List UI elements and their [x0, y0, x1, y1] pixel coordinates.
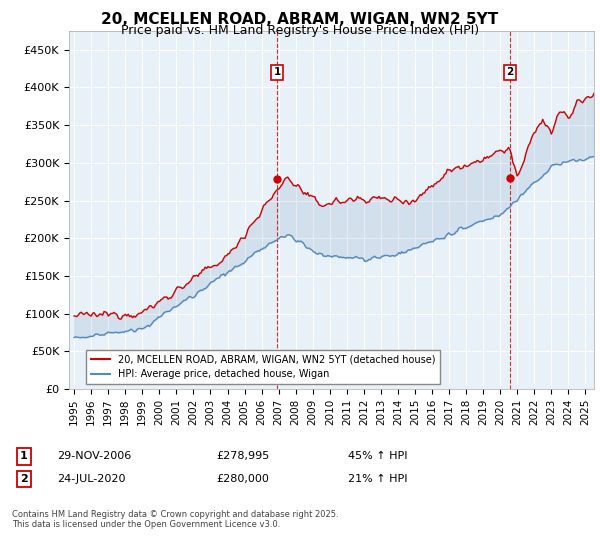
Text: 1: 1 — [274, 67, 281, 77]
Text: 29-NOV-2006: 29-NOV-2006 — [57, 451, 131, 461]
Text: 1: 1 — [20, 451, 28, 461]
Text: £278,995: £278,995 — [216, 451, 269, 461]
Text: 2: 2 — [20, 474, 28, 484]
Text: 2: 2 — [506, 67, 514, 77]
Text: 21% ↑ HPI: 21% ↑ HPI — [348, 474, 407, 484]
Text: Contains HM Land Registry data © Crown copyright and database right 2025.
This d: Contains HM Land Registry data © Crown c… — [12, 510, 338, 529]
Text: Price paid vs. HM Land Registry's House Price Index (HPI): Price paid vs. HM Land Registry's House … — [121, 24, 479, 36]
Text: 20, MCELLEN ROAD, ABRAM, WIGAN, WN2 5YT: 20, MCELLEN ROAD, ABRAM, WIGAN, WN2 5YT — [101, 12, 499, 27]
Text: 24-JUL-2020: 24-JUL-2020 — [57, 474, 125, 484]
Text: £280,000: £280,000 — [216, 474, 269, 484]
Legend: 20, MCELLEN ROAD, ABRAM, WIGAN, WN2 5YT (detached house), HPI: Average price, de: 20, MCELLEN ROAD, ABRAM, WIGAN, WN2 5YT … — [86, 350, 440, 384]
Text: 45% ↑ HPI: 45% ↑ HPI — [348, 451, 407, 461]
